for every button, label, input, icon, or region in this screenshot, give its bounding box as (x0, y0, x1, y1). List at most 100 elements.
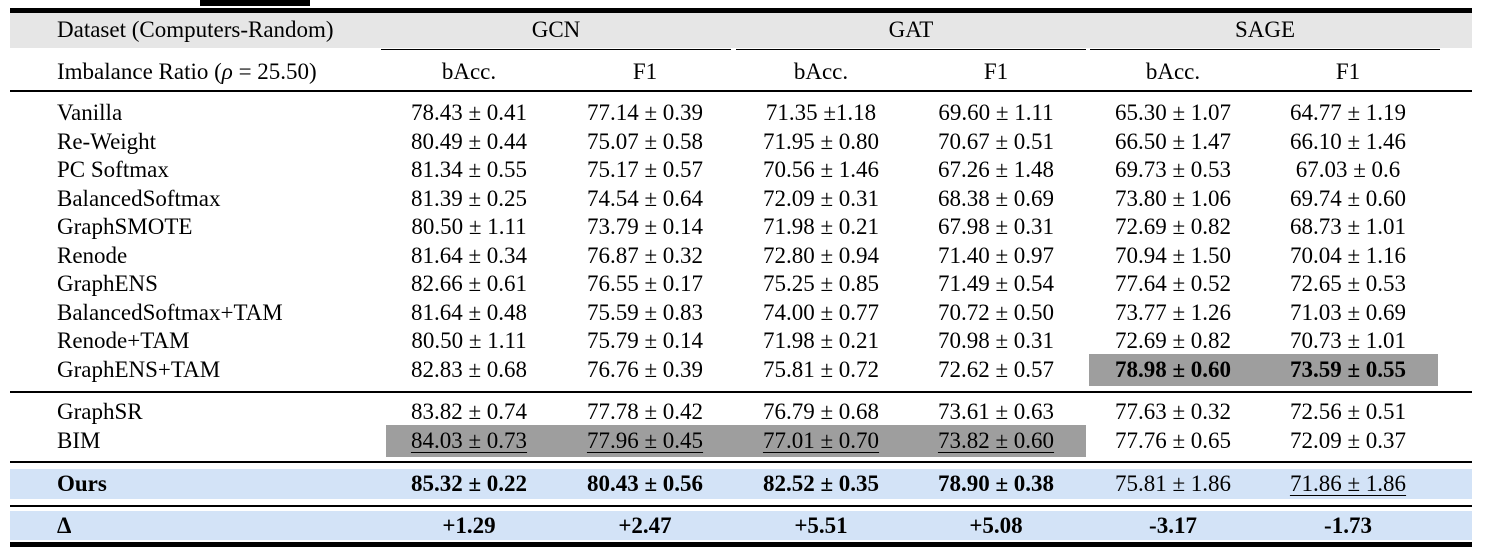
metric-value: 77.01 ± 0.70 (762, 428, 880, 453)
top-rule (10, 8, 1472, 13)
best-cell-highlight (1264, 354, 1438, 386)
model-underline-gat (736, 49, 1086, 50)
method-name: GraphENS+TAM (57, 357, 221, 382)
delta-band (10, 511, 1472, 540)
metric-value: 83.82 ± 0.74 (410, 399, 528, 424)
metric-value: 71.35 ±1.18 (765, 100, 877, 125)
metric-value: 77.64 ± 0.52 (1114, 271, 1232, 296)
metric-value: 69.73 ± 0.53 (1114, 157, 1232, 182)
delta-value: +1.29 (442, 513, 496, 538)
metric-value: 81.64 ± 0.34 (410, 243, 528, 268)
metric-value: 78.90 ± 0.38 (937, 471, 1055, 496)
method-name: PC Softmax (57, 157, 169, 182)
metric-value: 81.34 ± 0.55 (410, 157, 528, 182)
metric-value: 71.03 ± 0.69 (1289, 300, 1407, 325)
metric-value: 72.62 ± 0.57 (937, 357, 1055, 382)
metric-value: 71.98 ± 0.21 (762, 328, 880, 353)
delta-value: -3.17 (1149, 513, 1197, 538)
method-name: Vanilla (57, 100, 123, 125)
delta-value: +5.51 (794, 513, 848, 538)
metric-value: 70.72 ± 0.50 (937, 300, 1055, 325)
metric-header: bAcc. (1145, 59, 1201, 84)
delta-value: -1.73 (1324, 513, 1372, 538)
metric-value: 72.69 ± 0.82 (1114, 328, 1232, 353)
metric-value: 70.98 ± 0.31 (937, 328, 1055, 353)
model-sage: SAGE (1234, 17, 1296, 42)
metric-value: 71.40 ± 0.97 (937, 243, 1055, 268)
metric-header: F1 (1335, 59, 1361, 84)
bottom-rule (10, 542, 1472, 547)
metric-value: 73.77 ± 1.26 (1114, 300, 1232, 325)
header-rule (10, 90, 1472, 92)
best-cell-highlight (1089, 354, 1266, 386)
metric-value: 75.81 ± 1.86 (1114, 471, 1232, 496)
metric-value: 76.55 ± 0.17 (586, 271, 704, 296)
metric-value: 68.38 ± 0.69 (937, 186, 1055, 211)
model-underline-gcn (381, 49, 731, 50)
metric-value: 75.81 ± 0.72 (762, 357, 880, 382)
cropped-title-fragment (200, 0, 310, 6)
metric-value: 77.76 ± 0.65 (1114, 428, 1232, 453)
metric-value: 78.98 ± 0.60 (1114, 357, 1232, 382)
method-name: GraphSR (57, 399, 143, 424)
method-name: Ours (57, 471, 107, 496)
metric-value: 80.43 ± 0.56 (586, 471, 704, 496)
metric-value: 84.03 ± 0.73 (410, 428, 528, 453)
ratio-suffix: = 25.50) (232, 59, 317, 84)
metric-value: 72.56 ± 0.51 (1289, 399, 1407, 424)
metric-value: 69.60 ± 1.11 (938, 100, 1054, 125)
metric-header: F1 (632, 59, 658, 84)
metric-header: bAcc. (441, 59, 497, 84)
metric-value: 70.67 ± 0.51 (937, 129, 1055, 154)
metric-value: 77.78 ± 0.42 (586, 399, 704, 424)
metric-value: 80.49 ± 0.44 (410, 129, 528, 154)
metric-value: 80.50 ± 1.11 (411, 328, 527, 353)
metric-value: 73.80 ± 1.06 (1114, 186, 1232, 211)
metric-value: 82.52 ± 0.35 (762, 471, 880, 496)
metric-value: 72.80 ± 0.94 (762, 243, 880, 268)
metric-value: 85.32 ± 0.22 (410, 471, 528, 496)
metric-value: 75.17 ± 0.57 (586, 157, 704, 182)
dataset-label: Dataset (Computers-Random) (57, 17, 334, 42)
group-rule-2 (10, 461, 1472, 463)
ours-rule (10, 505, 1472, 507)
metric-value: 75.25 ± 0.85 (762, 271, 880, 296)
metric-value: 65.30 ± 1.07 (1114, 100, 1232, 125)
metric-value: 76.79 ± 0.68 (762, 399, 880, 424)
second-best-highlight (911, 425, 1086, 457)
imbalance-ratio-label: Imbalance Ratio (ρ = 25.50) (57, 58, 317, 86)
model-gcn: GCN (531, 17, 581, 42)
metric-value: 69.74 ± 0.60 (1289, 186, 1407, 211)
metric-value: 74.54 ± 0.64 (586, 186, 704, 211)
metric-value: 68.73 ± 1.01 (1289, 214, 1407, 239)
method-name: BalancedSoftmax+TAM (57, 300, 283, 325)
metric-value: 71.95 ± 0.80 (762, 129, 880, 154)
delta-value: +2.47 (618, 513, 672, 538)
method-name: GraphSMOTE (57, 214, 193, 239)
metric-value: 71.86 ± 1.86 (1289, 471, 1407, 496)
ours-band (10, 469, 1472, 499)
metric-value: 70.73 ± 1.01 (1289, 328, 1407, 353)
metric-value: 70.94 ± 1.50 (1114, 243, 1232, 268)
second-best-highlight (561, 425, 737, 457)
metric-value: 81.64 ± 0.48 (410, 300, 528, 325)
metric-header: bAcc. (793, 59, 849, 84)
metric-value: 76.87 ± 0.32 (586, 243, 704, 268)
metric-value: 70.04 ± 1.16 (1289, 243, 1407, 268)
header-band (10, 13, 1472, 48)
metric-value: 82.83 ± 0.68 (410, 357, 528, 382)
metric-header: F1 (983, 59, 1009, 84)
second-best-highlight (386, 425, 562, 457)
method-name: Re-Weight (57, 129, 157, 154)
metric-value: 78.43 ± 0.41 (410, 100, 528, 125)
metric-value: 73.82 ± 0.60 (937, 428, 1055, 453)
metric-value: 67.98 ± 0.31 (937, 214, 1055, 239)
ratio-symbol: ρ (221, 59, 233, 84)
metric-value: 73.61 ± 0.63 (937, 399, 1055, 424)
method-name: Renode+TAM (57, 328, 190, 353)
metric-value: 70.56 ± 1.46 (762, 157, 880, 182)
metric-value: 72.65 ± 0.53 (1289, 271, 1407, 296)
metric-value: 72.09 ± 0.31 (762, 186, 880, 211)
delta-label: Δ (57, 513, 72, 538)
model-underline-sage (1090, 49, 1440, 50)
